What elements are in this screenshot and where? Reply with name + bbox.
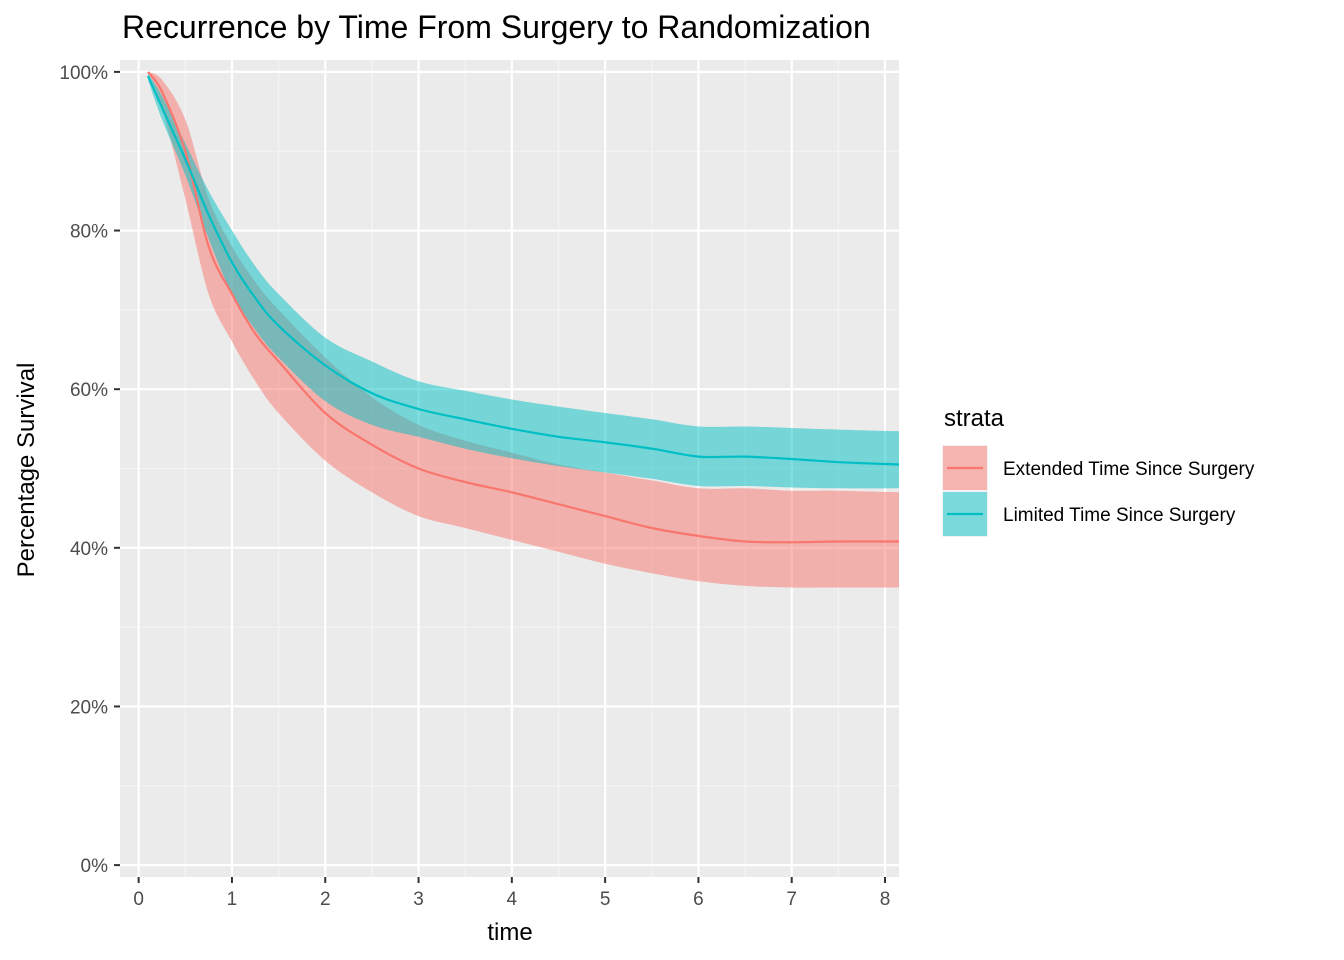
y-tick-label: 60% bbox=[70, 380, 108, 401]
x-tick-label: 0 bbox=[133, 889, 144, 910]
y-axis: 0% 20% 40% 60% 80% 100% bbox=[59, 63, 120, 877]
chart-title: Recurrence by Time From Surgery to Rando… bbox=[122, 9, 871, 45]
y-tick-label: 0% bbox=[81, 856, 109, 877]
x-tick-label: 2 bbox=[320, 889, 331, 910]
x-axis-title: time bbox=[487, 919, 532, 946]
x-tick-label: 6 bbox=[693, 889, 704, 910]
y-tick-label: 100% bbox=[59, 63, 108, 84]
x-tick-label: 4 bbox=[507, 889, 518, 910]
y-axis-title: Percentage Survival bbox=[13, 363, 40, 578]
x-tick-label: 7 bbox=[786, 889, 797, 910]
line-extended-time-since-surgery bbox=[147, 71, 900, 544]
x-tick-label: 8 bbox=[880, 889, 891, 910]
x-tick-label: 1 bbox=[227, 889, 238, 910]
legend-label-limited-time-since-surgery: Limited Time Since Surgery bbox=[1003, 505, 1236, 526]
line-limited-time-since-surgery bbox=[146, 75, 900, 466]
survival-curves bbox=[146, 71, 900, 544]
confidence-ribbons bbox=[148, 71, 899, 588]
x-tick-label: 3 bbox=[413, 889, 424, 910]
legend-label-extended-time-since-surgery: Extended Time Since Surgery bbox=[1003, 459, 1255, 480]
y-tick-label: 40% bbox=[70, 539, 108, 560]
x-axis: 0 1 2 3 4 5 6 7 8 bbox=[133, 877, 890, 910]
y-tick-label: 80% bbox=[70, 222, 108, 243]
ribbon-extended-time-since-surgery bbox=[148, 71, 899, 588]
legend: strata Extended Time Since Surgery Limite… bbox=[942, 405, 1255, 537]
y-tick-label: 20% bbox=[70, 697, 108, 718]
x-tick-label: 5 bbox=[600, 889, 611, 910]
legend-title: strata bbox=[944, 405, 1005, 432]
ribbon-limited-time-since-surgery bbox=[148, 73, 899, 489]
